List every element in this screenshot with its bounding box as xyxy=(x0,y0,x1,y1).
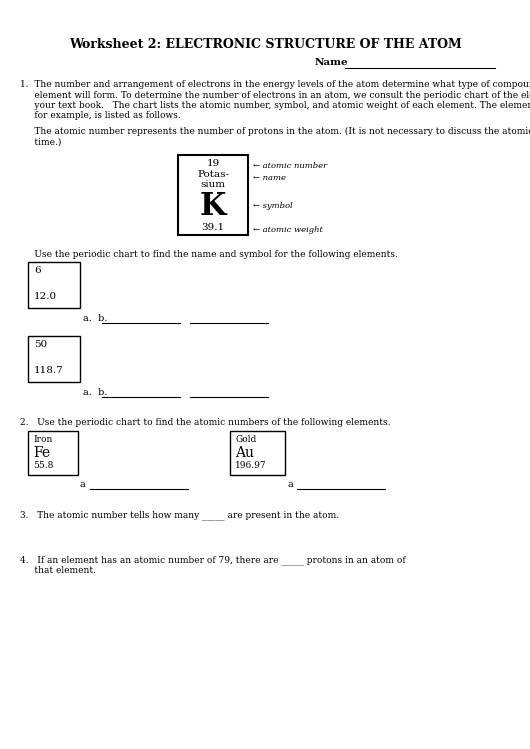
Text: 19: 19 xyxy=(206,159,219,168)
Text: K: K xyxy=(200,191,226,222)
Text: 4.   If an element has an atomic number of 79, there are _____ protons in an ato: 4. If an element has an atomic number of… xyxy=(20,555,405,565)
Bar xyxy=(28,431,78,475)
Text: for example, is listed as follows.: for example, is listed as follows. xyxy=(20,112,181,121)
Text: Name: Name xyxy=(315,58,349,67)
Text: 2.   Use the periodic chart to find the atomic numbers of the following elements: 2. Use the periodic chart to find the at… xyxy=(20,418,391,427)
Text: Iron: Iron xyxy=(33,435,52,444)
Text: Potas-: Potas- xyxy=(197,170,229,179)
Text: a.  b.: a. b. xyxy=(83,388,108,397)
Bar xyxy=(28,336,80,382)
Text: that element.: that element. xyxy=(20,566,96,575)
Text: ← symbol: ← symbol xyxy=(253,202,293,210)
Bar xyxy=(28,262,80,308)
Text: 39.1: 39.1 xyxy=(201,223,225,232)
Text: ← atomic number: ← atomic number xyxy=(253,162,327,170)
Text: a: a xyxy=(80,480,86,489)
Text: ← atomic weight: ← atomic weight xyxy=(253,226,323,234)
Text: The atomic number represents the number of protons in the atom. (It is not neces: The atomic number represents the number … xyxy=(20,127,530,136)
Text: 50: 50 xyxy=(34,340,47,349)
Text: Worksheet 2: ELECTRONIC STRUCTURE OF THE ATOM: Worksheet 2: ELECTRONIC STRUCTURE OF THE… xyxy=(68,38,462,51)
Text: 12.0: 12.0 xyxy=(34,292,57,301)
Text: your text book.   The chart lists the atomic number, symbol, and atomic weight o: your text book. The chart lists the atom… xyxy=(20,101,530,110)
Text: a: a xyxy=(287,480,293,489)
Text: 3.   The atomic number tells how many _____ are present in the atom.: 3. The atomic number tells how many ____… xyxy=(20,510,339,520)
Text: Use the periodic chart to find the name and symbol for the following elements.: Use the periodic chart to find the name … xyxy=(20,250,398,259)
Text: Fe: Fe xyxy=(33,446,50,460)
Text: Au: Au xyxy=(235,446,254,460)
Text: 118.7: 118.7 xyxy=(34,366,64,375)
Text: 55.8: 55.8 xyxy=(33,461,54,470)
Bar xyxy=(178,155,248,235)
Text: time.): time.) xyxy=(20,138,61,147)
Text: 6: 6 xyxy=(34,266,41,275)
Text: 1.  The number and arrangement of electrons in the energy levels of the atom det: 1. The number and arrangement of electro… xyxy=(20,80,530,89)
Text: ← name: ← name xyxy=(253,174,286,182)
Text: sium: sium xyxy=(200,180,225,189)
Text: Gold: Gold xyxy=(235,435,256,444)
Text: a.  b.: a. b. xyxy=(83,314,108,323)
Text: element will form. To determine the number of electrons in an atom, we consult t: element will form. To determine the numb… xyxy=(20,91,530,100)
Text: 196.97: 196.97 xyxy=(235,461,267,470)
Bar xyxy=(230,431,285,475)
